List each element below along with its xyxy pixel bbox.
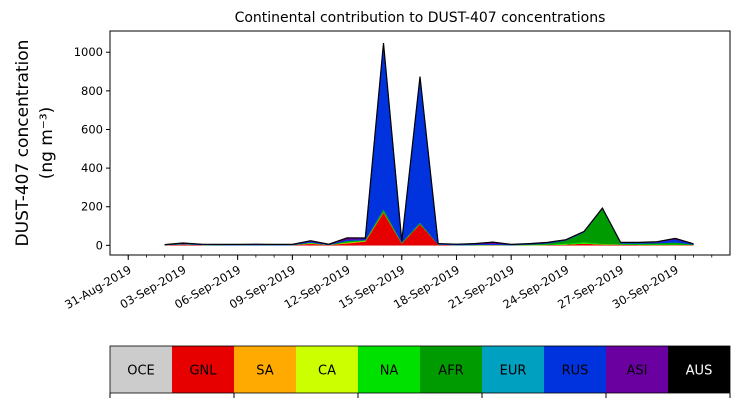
legend-swatch-eur — [482, 346, 544, 393]
legend-swatch-na — [358, 346, 420, 393]
y-tick-label: 400 — [81, 161, 103, 175]
legend-frame — [109, 345, 731, 394]
legend-swatch-rus — [544, 346, 606, 393]
legend-swatch-gnl — [172, 346, 234, 393]
legend-label-eur: EUR — [500, 364, 527, 379]
legend-label-aus: AUS — [686, 364, 713, 379]
legend-label-na: NA — [380, 364, 399, 379]
legend-label-rus: RUS — [562, 364, 589, 379]
legend-label-gnl: GNL — [189, 364, 217, 379]
legend-label-asi: ASI — [627, 364, 648, 379]
legend: OCE GNL SA CA NA AFR EUR RUS ASI AUS — [109, 345, 731, 398]
legend-label-oce: OCE — [127, 364, 155, 379]
x-axis: 31-Aug-201903-Sep-201906-Sep-201909-Sep-… — [62, 255, 713, 312]
legend-swatch-sa — [234, 346, 296, 393]
legend-swatch-aus — [668, 346, 730, 393]
y-tick-label: 0 — [96, 238, 103, 252]
y-tick-label: 200 — [81, 200, 103, 214]
legend-label-ca: CA — [318, 364, 336, 379]
total-outline — [164, 42, 694, 246]
legend-swatch-afr — [420, 346, 482, 393]
legend-swatch-asi — [606, 346, 668, 393]
y-tick-label: 1000 — [74, 45, 103, 59]
chart-title: Continental contribution to DUST-407 con… — [235, 10, 606, 26]
y-axis: 0 200 400 600 800 1000 — [74, 45, 110, 252]
plot-area — [109, 30, 731, 256]
y-axis-label: DUST-407 concentration — [13, 40, 33, 247]
y-tick-label: 600 — [81, 122, 103, 136]
legend-swatch-oce — [110, 346, 172, 393]
legend-label-sa: SA — [256, 364, 273, 379]
legend-swatch-ca — [296, 346, 358, 393]
y-axis-units: (ng m⁻³) — [37, 107, 57, 180]
area-series-rus — [164, 44, 694, 246]
y-tick-label: 800 — [81, 84, 103, 98]
legend-label-afr: AFR — [438, 364, 463, 379]
